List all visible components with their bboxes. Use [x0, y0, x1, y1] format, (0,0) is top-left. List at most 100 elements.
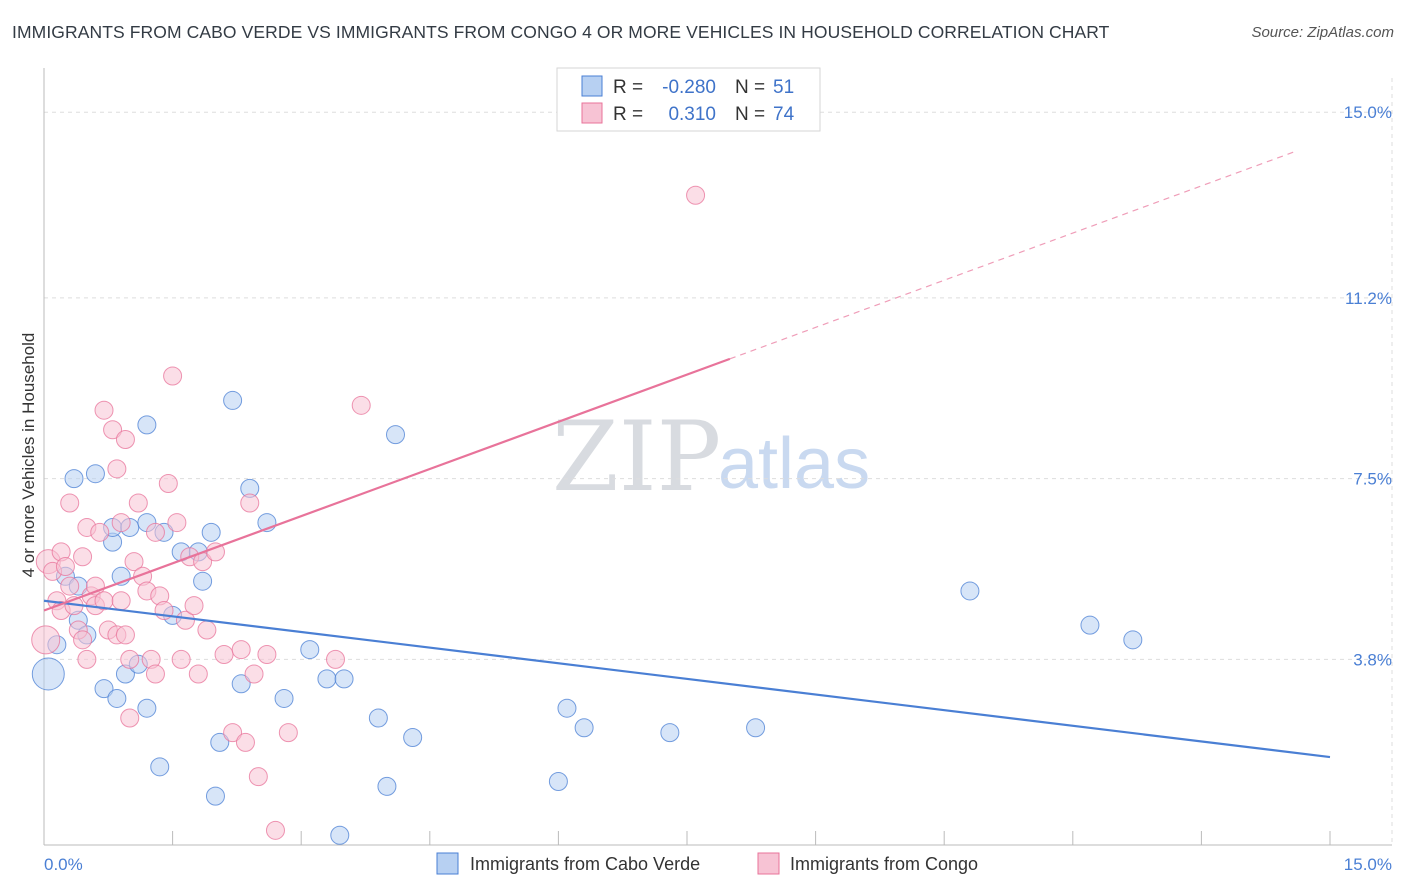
legend-r-value-blue: -0.280: [662, 77, 716, 98]
congo-point: [265, 820, 285, 840]
congo-point: [223, 723, 243, 743]
cabo-verde-point: [223, 390, 243, 410]
series-legend-label-blue: Immigrants from Cabo Verde: [470, 854, 700, 874]
cabo-verde-point: [377, 776, 397, 796]
congo-trend-extension: [729, 150, 1296, 360]
congo-point: [248, 767, 268, 787]
congo-point: [73, 547, 93, 567]
congo-point: [235, 732, 255, 752]
cabo-verde-point: [330, 825, 350, 845]
legend-r-label-blue: R =: [613, 77, 643, 98]
source-credit: Source: ZipAtlas.com: [1251, 24, 1394, 41]
y-tick-label: 3.8%: [1353, 650, 1392, 669]
y-axis-label: 4 or more Vehicles in Household: [19, 333, 38, 578]
congo-point: [120, 708, 140, 728]
congo-point: [94, 400, 114, 420]
congo-point: [171, 649, 191, 669]
congo-point: [115, 430, 135, 450]
cabo-verde-point: [94, 679, 114, 699]
congo-point: [145, 522, 165, 542]
correlation-legend: R = -0.280 N = 51 R = 0.310 N = 74: [556, 67, 821, 132]
congo-point: [158, 473, 178, 493]
legend-r-value-pink: 0.310: [668, 104, 716, 125]
congo-trend-line: [43, 357, 731, 612]
cabo-verde-point: [660, 723, 680, 743]
cabo-verde-point: [137, 415, 157, 435]
congo-point: [111, 591, 131, 611]
congo-point: [167, 513, 187, 533]
legend-r-label-pink: R =: [613, 104, 643, 125]
legend-n-value-pink: 74: [773, 104, 795, 125]
series-legend-swatch-blue: [436, 852, 459, 875]
cabo-verde-point: [137, 698, 157, 718]
congo-point: [278, 723, 298, 743]
congo-point: [145, 664, 165, 684]
watermark-zip: ZIP: [552, 401, 721, 513]
cabo-verde-point: [960, 581, 980, 601]
cabo-verde-trend-line: [43, 599, 1331, 759]
congo-point: [120, 649, 140, 669]
cabo-verde-point: [31, 657, 65, 691]
congo-point: [214, 644, 234, 664]
axes: [43, 68, 1392, 846]
cabo-verde-point: [548, 771, 568, 791]
cabo-verde-point: [85, 464, 105, 484]
cabo-verde-point: [210, 732, 230, 752]
x-tick-label-min: 0.0%: [44, 855, 83, 874]
congo-point: [257, 644, 277, 664]
congo-point: [111, 513, 131, 533]
legend-swatch-pink: [581, 102, 603, 124]
congo-point: [686, 185, 706, 205]
trend-lines: [43, 150, 1331, 759]
cabo-verde-point: [274, 688, 294, 708]
congo-point: [163, 366, 183, 386]
congo-point: [240, 493, 260, 513]
legend-n-label-blue: N =: [735, 77, 765, 98]
congo-point: [60, 576, 80, 596]
congo-point: [77, 649, 97, 669]
cabo-verde-point: [205, 786, 225, 806]
congo-point: [107, 459, 127, 479]
y-tick-label: 15.0%: [1344, 103, 1392, 122]
congo-point: [188, 664, 208, 684]
cabo-verde-point: [1123, 630, 1143, 650]
series-legend: Immigrants from Cabo Verde Immigrants fr…: [436, 852, 978, 875]
series-legend-swatch-pink: [757, 852, 780, 875]
cabo-verde-point: [193, 571, 213, 591]
watermark-atlas: atlas: [718, 424, 870, 504]
congo-point: [197, 620, 217, 640]
cabo-verde-point: [150, 757, 170, 777]
y-tick-label: 11.2%: [1345, 289, 1392, 308]
data-points: [31, 185, 1143, 845]
congo-point: [90, 522, 110, 542]
congo-point: [31, 625, 61, 655]
y-tick-label: 7.5%: [1353, 470, 1392, 489]
cabo-verde-point: [317, 669, 337, 689]
congo-point: [175, 610, 195, 630]
congo-point: [231, 640, 251, 660]
congo-point: [244, 664, 264, 684]
cabo-verde-point: [746, 718, 766, 738]
congo-point: [184, 596, 204, 616]
legend-n-value-blue: 51: [773, 77, 794, 98]
series-legend-label-pink: Immigrants from Congo: [790, 854, 978, 874]
congo-point: [55, 557, 75, 577]
cabo-verde-point: [574, 718, 594, 738]
legend-swatch-blue: [581, 75, 603, 97]
chart-title: IMMIGRANTS FROM CABO VERDE VS IMMIGRANTS…: [12, 22, 1110, 42]
cabo-verde-point: [107, 688, 127, 708]
legend-n-label-pink: N =: [735, 104, 765, 125]
cabo-verde-point: [300, 640, 320, 660]
congo-point: [115, 625, 135, 645]
congo-point: [128, 493, 148, 513]
cabo-verde-point: [557, 698, 577, 718]
congo-point: [124, 552, 144, 572]
cabo-verde-point: [386, 425, 406, 445]
tick-labels: 3.8% 7.5% 11.2% 15.0% 0.0% 15.0%: [44, 103, 1392, 874]
cabo-verde-point: [1080, 615, 1100, 635]
cabo-verde-point: [201, 522, 221, 542]
congo-point: [103, 420, 123, 440]
congo-point: [60, 493, 80, 513]
congo-point: [73, 630, 93, 650]
cabo-verde-point: [368, 708, 388, 728]
